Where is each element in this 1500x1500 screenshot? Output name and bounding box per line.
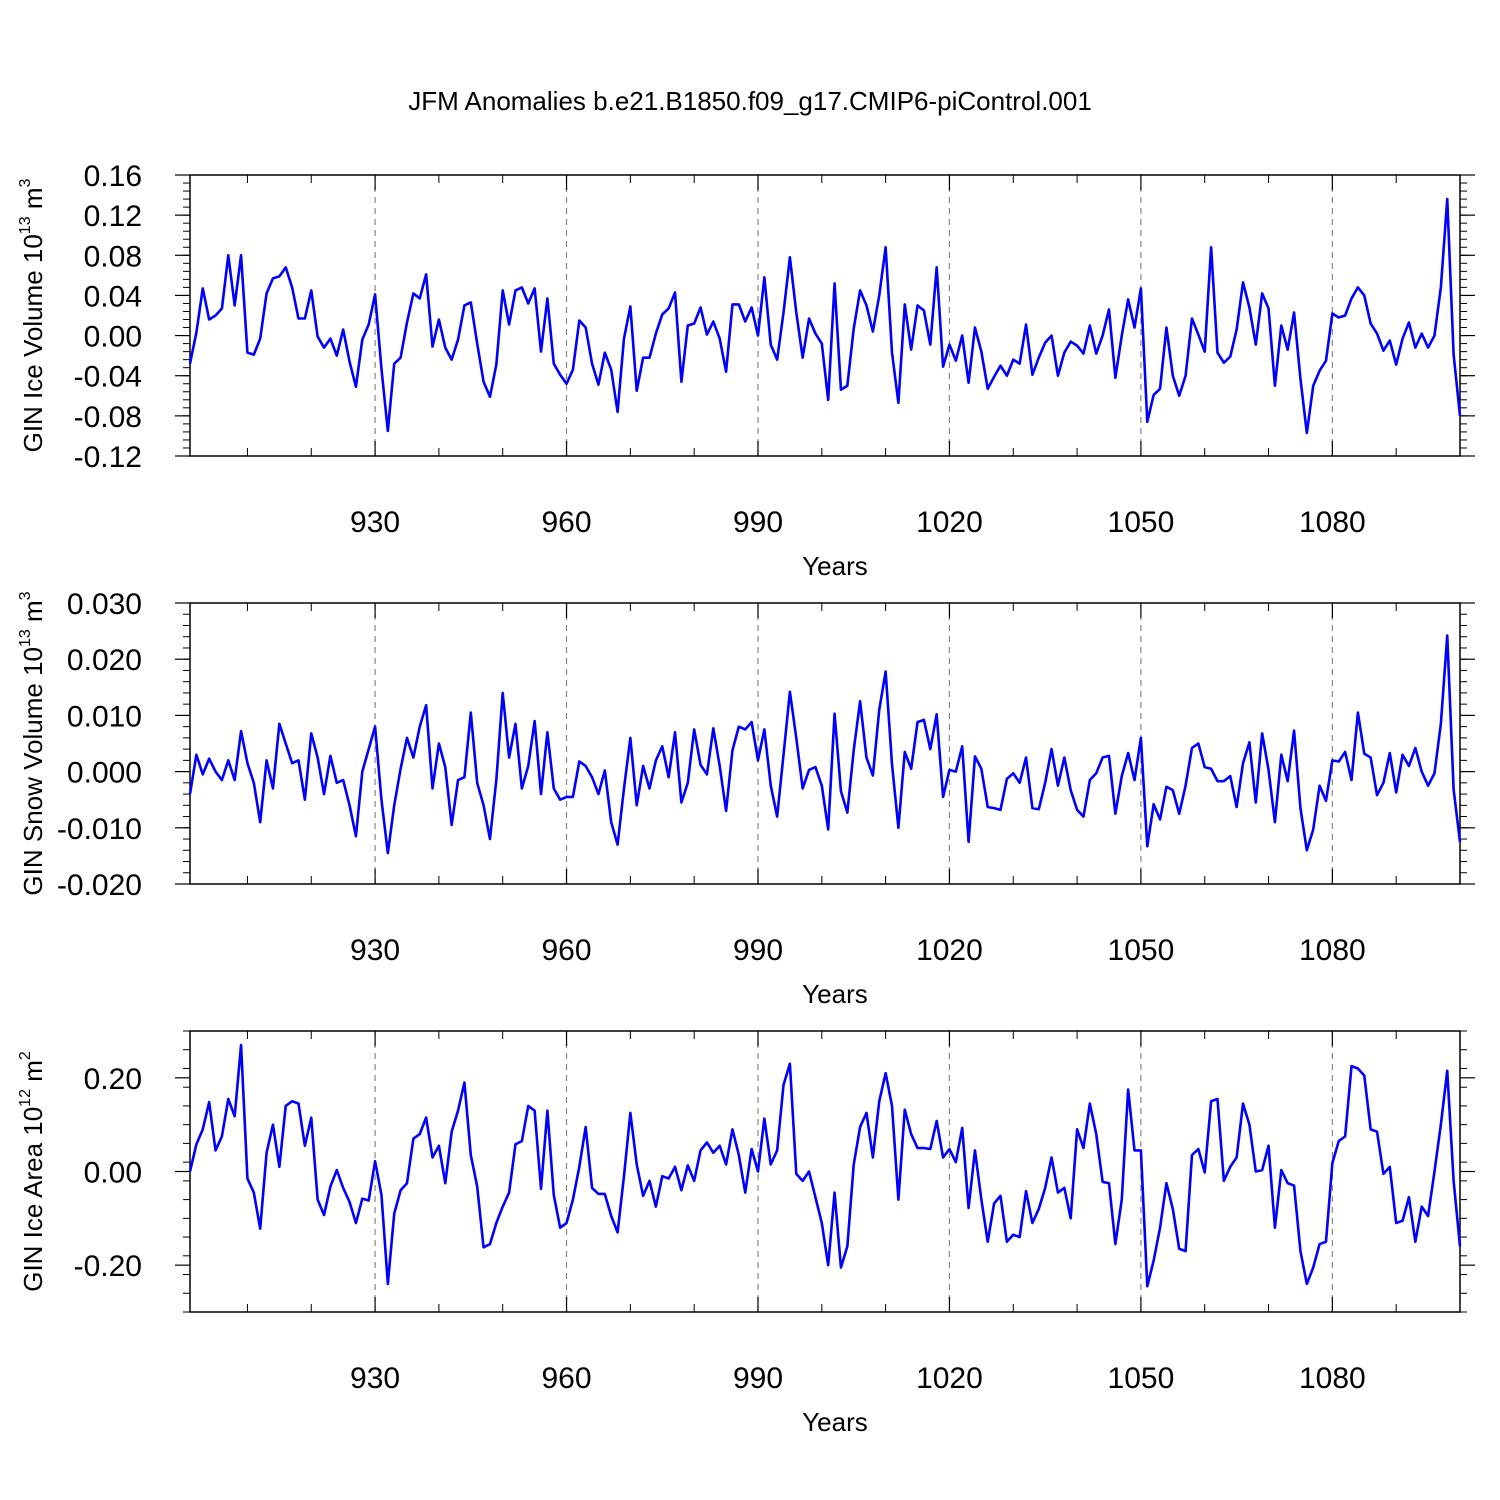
panel-snow-volume: -0.020 -0.010 0.000 0.010 0.020 0.030 930 960 99… <box>17 588 1475 1009</box>
ice-area-series-line <box>188 1043 1462 1288</box>
ice-area-ylabel-part: 12 <box>17 1089 34 1107</box>
snow-volume-ytick-label: -0.020 <box>57 869 142 902</box>
figure-title: JFM Anomalies b.e21.B1850.f09_g17.CMIP6-… <box>408 86 1092 116</box>
ice-volume-ylabel-part: 13 <box>17 216 34 234</box>
ice-volume-ytick-label: 0.00 <box>84 321 142 354</box>
ice-area-xtick-label: 960 <box>542 1362 592 1395</box>
snow-volume-ytick-label: 0.030 <box>67 588 142 621</box>
ice-area-ytick-label: -0.20 <box>74 1250 142 1283</box>
panel-ice-area: -0.20 0.00 0.20 930 960 990 1020 1050 1080 Years G… <box>17 1030 1475 1437</box>
snow-volume-ytick-label: -0.010 <box>57 813 142 846</box>
ice-volume-ytick-label: -0.08 <box>74 401 142 434</box>
ice-volume-ylabel-part: m <box>18 187 48 216</box>
snow-volume-ylabel-part: m <box>18 600 48 629</box>
ice-area-ylabel: GIN Ice Area 1012 m2 <box>17 1051 48 1292</box>
ice-area-xtick-label: 1050 <box>1108 1362 1175 1395</box>
snow-volume-xlabel: Years <box>802 979 868 1009</box>
ice-volume-ytick-label: 0.04 <box>84 280 142 313</box>
snow-volume-xtick-label: 930 <box>350 934 400 967</box>
ice-volume-xtick-label: 1050 <box>1108 506 1175 539</box>
snow-volume-xtick-label: 1080 <box>1299 934 1366 967</box>
snow-volume-ytick-label: 0.010 <box>67 700 142 733</box>
ice-area-xtick-label: 990 <box>733 1362 783 1395</box>
snow-volume-xtick-label: 1020 <box>916 934 983 967</box>
ice-area-xtick-label: 1020 <box>916 1362 983 1395</box>
snow-volume-xtick-label: 1050 <box>1108 934 1175 967</box>
ice-area-ytick-label: 0.00 <box>84 1157 142 1190</box>
ice-area-ylabel-part: m <box>18 1060 48 1089</box>
snow-volume-plot-frame <box>189 602 1461 885</box>
ice-volume-xtick-label: 930 <box>350 506 400 539</box>
ice-volume-series-line <box>188 197 1462 435</box>
ice-volume-ytick-label: 0.12 <box>84 200 142 233</box>
snow-volume-ylabel: GIN Snow Volume 1013 m3 <box>17 591 48 895</box>
ice-volume-ytick-label: -0.12 <box>74 441 142 474</box>
snow-volume-ylabel-part: 13 <box>17 629 34 647</box>
snow-volume-ytick-label: 0.020 <box>67 644 142 677</box>
ice-volume-ylabel-part: 3 <box>17 178 34 187</box>
ice-volume-plot-frame <box>189 174 1461 457</box>
ice-volume-ylabel: GIN Ice Volume 1013 m3 <box>17 178 48 452</box>
snow-volume-ytick-label: 0.000 <box>67 757 142 790</box>
ice-area-xtick-label: 930 <box>350 1362 400 1395</box>
ice-volume-ytick-label: 0.08 <box>84 240 142 273</box>
ice-volume-xtick-label: 990 <box>733 506 783 539</box>
ice-volume-xtick-label: 1020 <box>916 506 983 539</box>
ice-volume-xlabel: Years <box>802 551 868 581</box>
snow-volume-xtick-label: 990 <box>733 934 783 967</box>
ice-area-xtick-label: 1080 <box>1299 1362 1366 1395</box>
snow-volume-xtick-label: 960 <box>542 934 592 967</box>
ice-volume-ylabel-part: GIN Ice Volume 10 <box>18 234 48 452</box>
ice-area-ytick-label: 0.20 <box>84 1063 142 1096</box>
ice-volume-xtick-label: 1080 <box>1299 506 1366 539</box>
snow-volume-ylabel-part: 3 <box>17 591 34 600</box>
ice-area-xlabel: Years <box>802 1407 868 1437</box>
snow-volume-series-line <box>188 634 1462 855</box>
ice-volume-xtick-label: 960 <box>542 506 592 539</box>
snow-volume-ylabel-part: GIN Snow Volume 10 <box>18 647 48 896</box>
ice-area-ylabel-part: GIN Ice Area 10 <box>18 1107 48 1292</box>
ice-volume-ytick-label: -0.04 <box>74 361 142 394</box>
panel-ice-volume: -0.12 -0.08 -0.04 0.00 0.04 0.08 0.12 0.16 930 96… <box>17 160 1475 581</box>
ice-volume-ytick-label: 0.16 <box>84 160 142 193</box>
ice-area-ylabel-part: 2 <box>17 1051 34 1060</box>
